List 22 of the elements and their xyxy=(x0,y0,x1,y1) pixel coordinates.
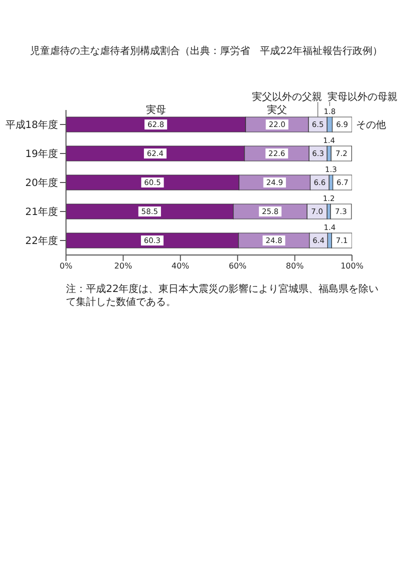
y-tick-label: 19年度 xyxy=(25,148,58,160)
bar xyxy=(330,204,352,220)
x-tick-label: 40% xyxy=(172,262,190,271)
series-label: 実父以外の父親 xyxy=(252,91,322,103)
bar xyxy=(332,174,352,190)
text: 注：平成22年度は、東日本大震災の影響により宮城県、福島県を除いて集計した数値である。 xyxy=(66,283,380,309)
x-tick-label: 0% xyxy=(60,262,73,271)
bar xyxy=(330,146,352,162)
chart-title: 児童虐待の主な虐待者別構成割合（出典：厚労省 平成22年福祉報告行政例） xyxy=(30,44,384,58)
series-label: その他 xyxy=(356,119,386,131)
x-tick-label: 20% xyxy=(114,262,132,271)
x-tick-label: 100% xyxy=(340,262,364,271)
x-tick-label: 60% xyxy=(228,262,247,271)
y-tick-label: 22年度 xyxy=(25,235,58,248)
y-tick-label: 平成18年度 xyxy=(5,119,58,132)
series-label: 実父 xyxy=(267,104,288,116)
x-tick-label: 80% xyxy=(286,262,304,271)
series-label: 実母 xyxy=(146,104,166,116)
series-label: 実母以外の母親 xyxy=(328,91,398,103)
y-tick-label: 21年度 xyxy=(25,206,58,218)
bar xyxy=(331,232,352,248)
y-tick-label: 20年度 xyxy=(25,177,58,190)
